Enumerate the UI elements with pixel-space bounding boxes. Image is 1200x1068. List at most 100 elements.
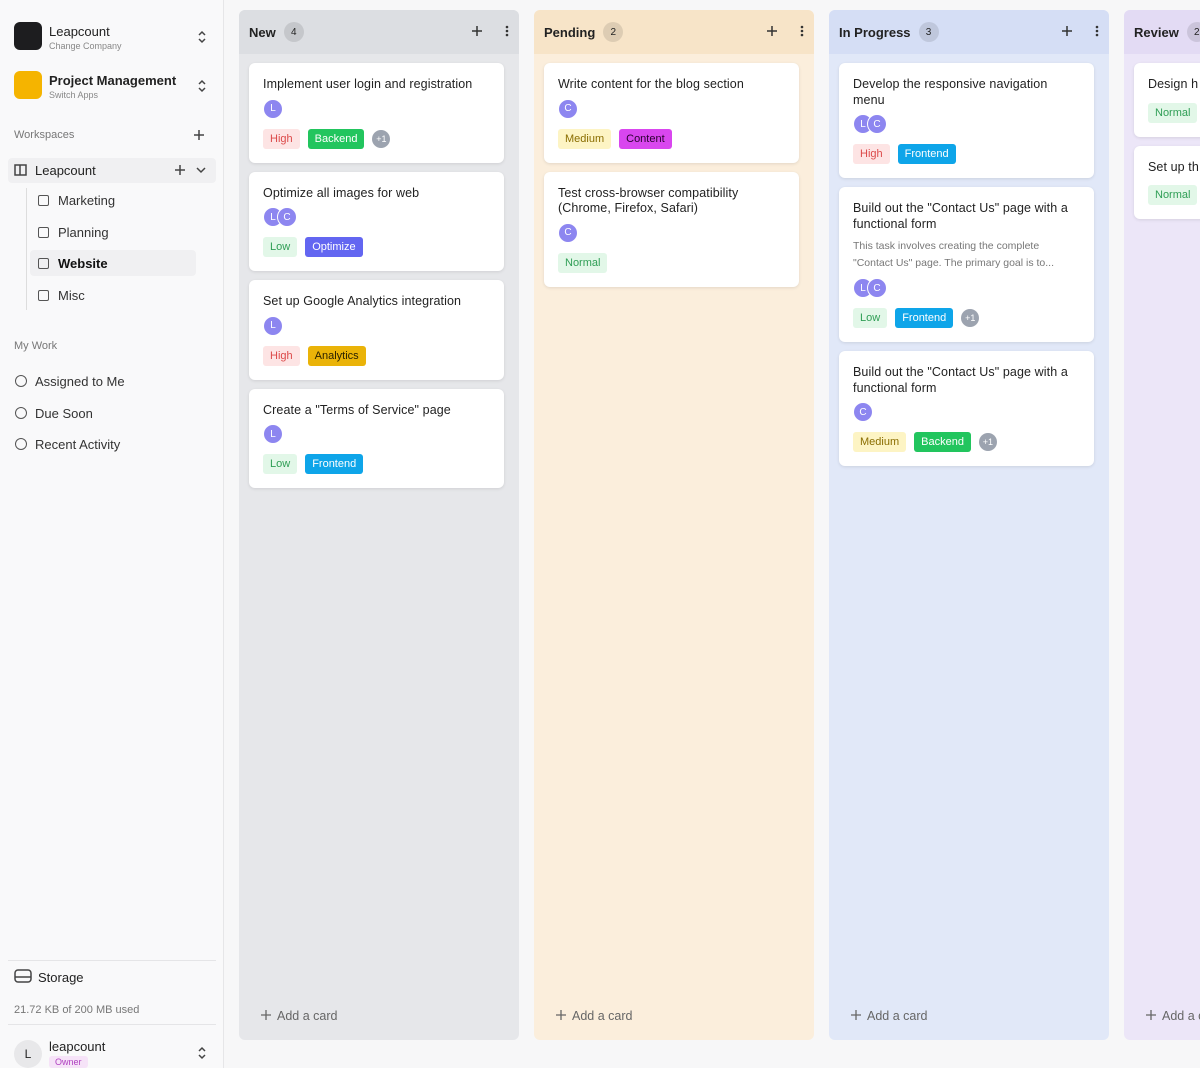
column-title: Review <box>1134 24 1179 40</box>
board-link[interactable]: Misc <box>58 287 85 303</box>
badges: Medium Content <box>558 128 785 149</box>
board-link[interactable]: Website <box>58 256 108 271</box>
more-tags: +1 <box>978 433 997 451</box>
nav-link[interactable]: Due Soon <box>35 405 93 421</box>
board-icon <box>38 258 49 269</box>
card[interactable]: Develop the responsive navigation menu L C… <box>839 63 1094 178</box>
nav-link[interactable]: Assigned to Me <box>35 374 125 389</box>
card[interactable]: Test cross-browser compatibility (Chrome… <box>544 171 799 287</box>
add-card-label: Add a card <box>1162 1009 1200 1023</box>
card[interactable]: Create a "Terms of Service" page L Low Fron… <box>249 388 504 488</box>
assignees: L <box>263 315 490 336</box>
divider <box>8 960 216 961</box>
card-title: Design h <box>1148 77 1199 91</box>
badges: Normal <box>558 252 785 273</box>
assignees: L <box>263 424 490 444</box>
tag-badge: Content <box>619 128 672 149</box>
app-name[interactable]: Project Management <box>49 73 177 88</box>
badges: Low Frontend <box>263 454 490 474</box>
sidebar: Leapcount Change Company Project Managem… <box>0 0 224 1068</box>
card[interactable]: Optimize all images for web L C Low Optimize <box>249 171 504 271</box>
add-card-button[interactable]: Add a card <box>851 1009 927 1023</box>
badges: High Frontend <box>853 144 1080 164</box>
user-avatar: L <box>14 1040 42 1068</box>
card[interactable]: Implement user login and registration L Hi… <box>249 63 504 163</box>
add-card-label: Add a card <box>572 1009 633 1023</box>
card-title: Develop the responsive navigation menu <box>853 77 1048 107</box>
board-icon <box>38 226 49 238</box>
nav-icon <box>15 438 27 450</box>
app-icon <box>14 71 42 99</box>
app-subtitle: Switch Apps <box>49 90 99 100</box>
nav-icon <box>15 375 27 387</box>
more-icon[interactable] <box>505 25 509 40</box>
more-icon[interactable] <box>1095 25 1099 40</box>
tag-badge: Backend <box>914 432 971 452</box>
column-header: New 4 <box>239 10 519 54</box>
assignees: C <box>558 98 785 119</box>
column-title: New <box>249 24 276 40</box>
user-name[interactable]: leapcount <box>49 1039 106 1054</box>
assignees: L <box>263 98 490 119</box>
card[interactable]: Build out the "Contact Us" page with a f… <box>839 187 1094 342</box>
avatar: L <box>263 315 283 336</box>
card-title: Build out the "Contact Us" page with a f… <box>853 201 1068 231</box>
add-card-button[interactable]: Add a card <box>556 1009 632 1023</box>
badges: Low Frontend +1 <box>853 308 1080 328</box>
avatar: C <box>853 402 873 422</box>
more-icon[interactable] <box>800 25 804 40</box>
priority-badge: High <box>853 144 890 164</box>
add-card-button[interactable]: Add a card <box>261 1009 337 1023</box>
storage-label: Storage <box>38 970 84 985</box>
add-icon[interactable] <box>766 25 778 40</box>
priority-badge: Medium <box>853 432 907 452</box>
section-label: Workspaces <box>14 129 75 141</box>
priority-badge: Normal <box>558 252 608 273</box>
tag-badge: Frontend <box>895 308 954 328</box>
column-header: In Progress 3 <box>829 10 1109 54</box>
chevron[interactable] <box>196 30 208 44</box>
priority-badge: Low <box>853 308 888 328</box>
board-icon <box>38 195 49 206</box>
badges: High Backend +1 <box>263 128 490 149</box>
badges: Medium Backend +1 <box>853 432 1080 452</box>
column-title: In Progress <box>839 24 911 40</box>
card-count: 2 <box>603 22 624 42</box>
nav-link[interactable]: Recent Activity <box>35 437 121 452</box>
card[interactable]: Write content for the blog section C Mediu… <box>544 63 799 163</box>
add-icon[interactable] <box>1061 25 1073 40</box>
org-subtitle: Change Company <box>49 41 122 51</box>
org-icon <box>14 22 42 50</box>
card[interactable]: Build out the "Contact Us" page with a f… <box>839 351 1094 466</box>
workspace-name[interactable]: Leapcount <box>35 163 96 178</box>
add-button[interactable] <box>193 129 205 141</box>
priority-badge: High <box>263 345 300 366</box>
card[interactable]: Set up Google Analytics integration L High… <box>249 280 504 380</box>
badges: Normal <box>1148 185 1200 205</box>
tag-badge: Analytics <box>307 345 366 366</box>
chevron[interactable] <box>195 165 207 175</box>
card-title: Create a "Terms of Service" page <box>263 402 451 417</box>
storage-icon <box>14 969 32 983</box>
board-link[interactable]: Planning <box>58 224 109 240</box>
card-title: Optimize all images for web <box>263 185 420 200</box>
org-name[interactable]: Leapcount <box>49 24 110 39</box>
card-title: Write content for the blog section <box>558 77 744 91</box>
add-icon[interactable] <box>471 25 483 40</box>
add-card-button[interactable]: Add a card <box>1146 1009 1200 1023</box>
add-button[interactable] <box>174 164 186 176</box>
column: Pending 2 Write content for the blog secti… <box>534 10 814 1040</box>
board-link[interactable]: Marketing <box>58 193 116 208</box>
chevron[interactable] <box>196 79 208 93</box>
tag-badge: Frontend <box>305 454 364 474</box>
card[interactable]: Design h Normal <box>1134 63 1200 137</box>
book-icon <box>14 164 27 176</box>
card[interactable]: Set up th Normal <box>1134 145 1200 219</box>
card-description: This task involves creating the complete… <box>853 240 1055 269</box>
card-count: 2 <box>1186 22 1200 42</box>
more-tags: +1 <box>372 129 391 148</box>
chevron[interactable] <box>196 1046 208 1060</box>
priority-badge: High <box>263 128 300 149</box>
